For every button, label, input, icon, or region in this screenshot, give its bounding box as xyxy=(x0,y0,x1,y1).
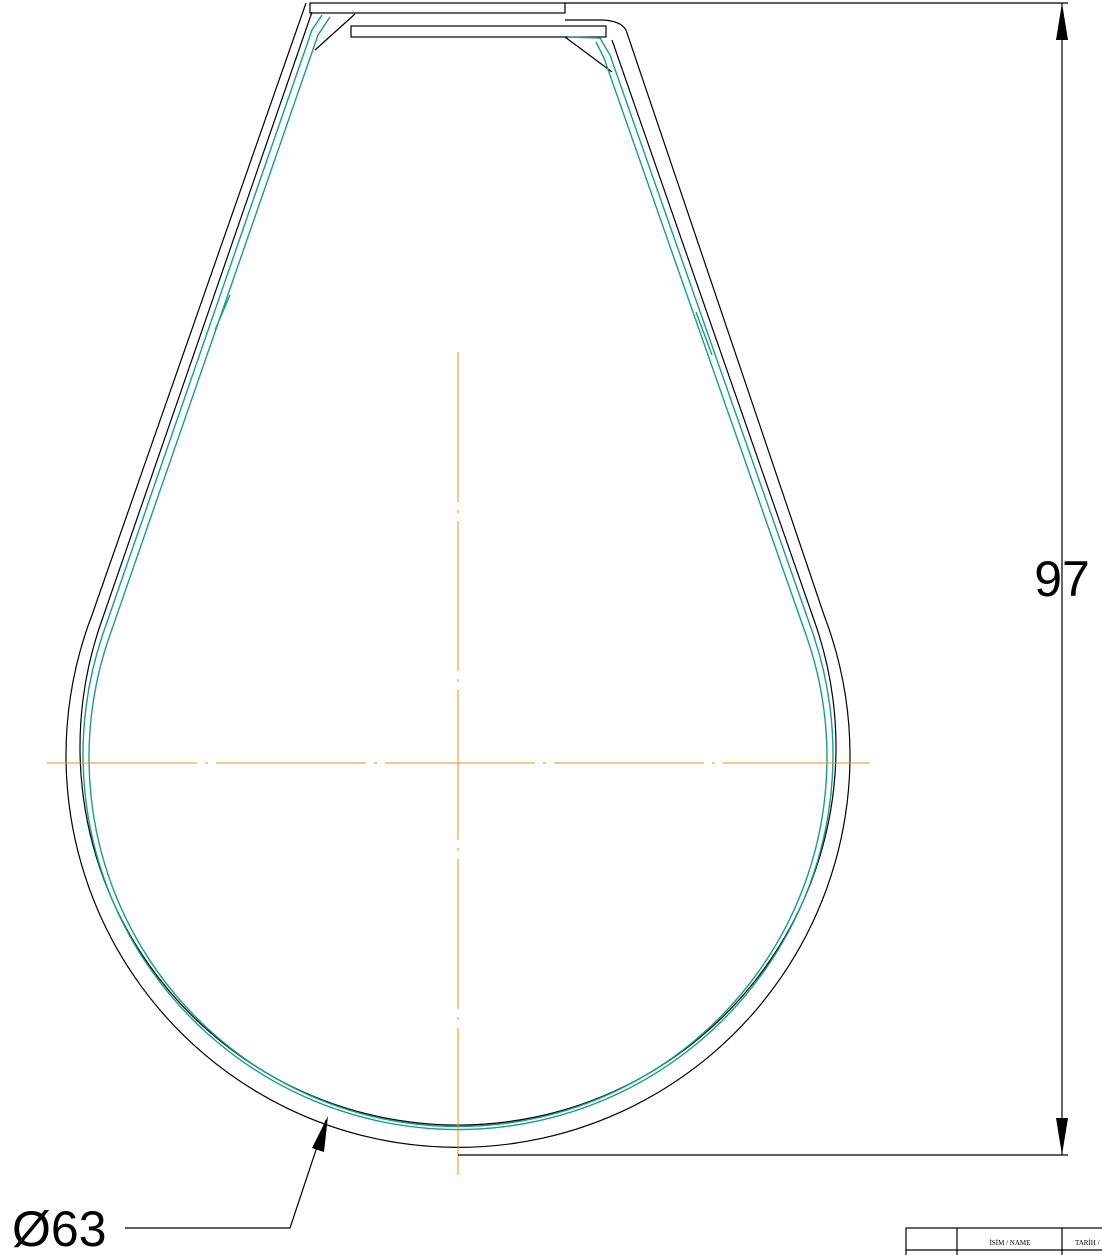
title-block-header: TARİH / xyxy=(1075,1239,1100,1247)
top-bar xyxy=(350,25,607,38)
title-block xyxy=(905,1227,1102,1255)
chamfer xyxy=(314,13,613,73)
arrow xyxy=(312,1116,328,1152)
title-block-header: İSİM / NAME xyxy=(990,1239,1031,1247)
outer-outline xyxy=(65,2,851,1148)
top-bar xyxy=(309,2,566,14)
wall-detail xyxy=(214,294,713,356)
wall xyxy=(82,14,834,1131)
dimension-label: 97 xyxy=(1034,551,1090,607)
leader xyxy=(125,1119,327,1229)
dimension-label: Ø63 xyxy=(12,1201,107,1255)
